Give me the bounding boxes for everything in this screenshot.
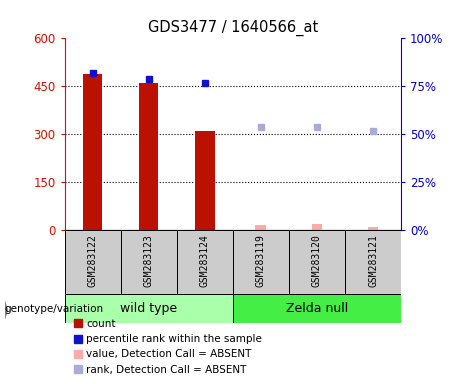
- Bar: [312, 224, 322, 230]
- Bar: [255, 225, 266, 230]
- Bar: [177, 230, 233, 294]
- Polygon shape: [5, 301, 7, 319]
- Legend: count, percentile rank within the sample, value, Detection Call = ABSENT, rank, : count, percentile rank within the sample…: [70, 315, 266, 379]
- Text: GSM283120: GSM283120: [312, 234, 322, 287]
- Text: wild type: wild type: [120, 302, 177, 314]
- Text: GSM283124: GSM283124: [200, 234, 210, 287]
- Bar: [83, 74, 102, 230]
- Text: GSM283123: GSM283123: [144, 234, 154, 287]
- Bar: [289, 230, 345, 294]
- Bar: [367, 227, 378, 230]
- Text: genotype/variation: genotype/variation: [5, 304, 104, 314]
- Text: GSM283119: GSM283119: [256, 234, 266, 287]
- Bar: [139, 83, 159, 230]
- Bar: [345, 230, 401, 294]
- Text: GSM283121: GSM283121: [368, 234, 378, 287]
- Bar: [65, 294, 233, 323]
- Bar: [233, 230, 289, 294]
- Bar: [121, 230, 177, 294]
- Text: GSM283122: GSM283122: [88, 234, 98, 287]
- Bar: [195, 131, 214, 230]
- Title: GDS3477 / 1640566_at: GDS3477 / 1640566_at: [148, 20, 318, 36]
- Text: Zelda null: Zelda null: [286, 302, 348, 314]
- Bar: [233, 294, 401, 323]
- Bar: [65, 230, 121, 294]
